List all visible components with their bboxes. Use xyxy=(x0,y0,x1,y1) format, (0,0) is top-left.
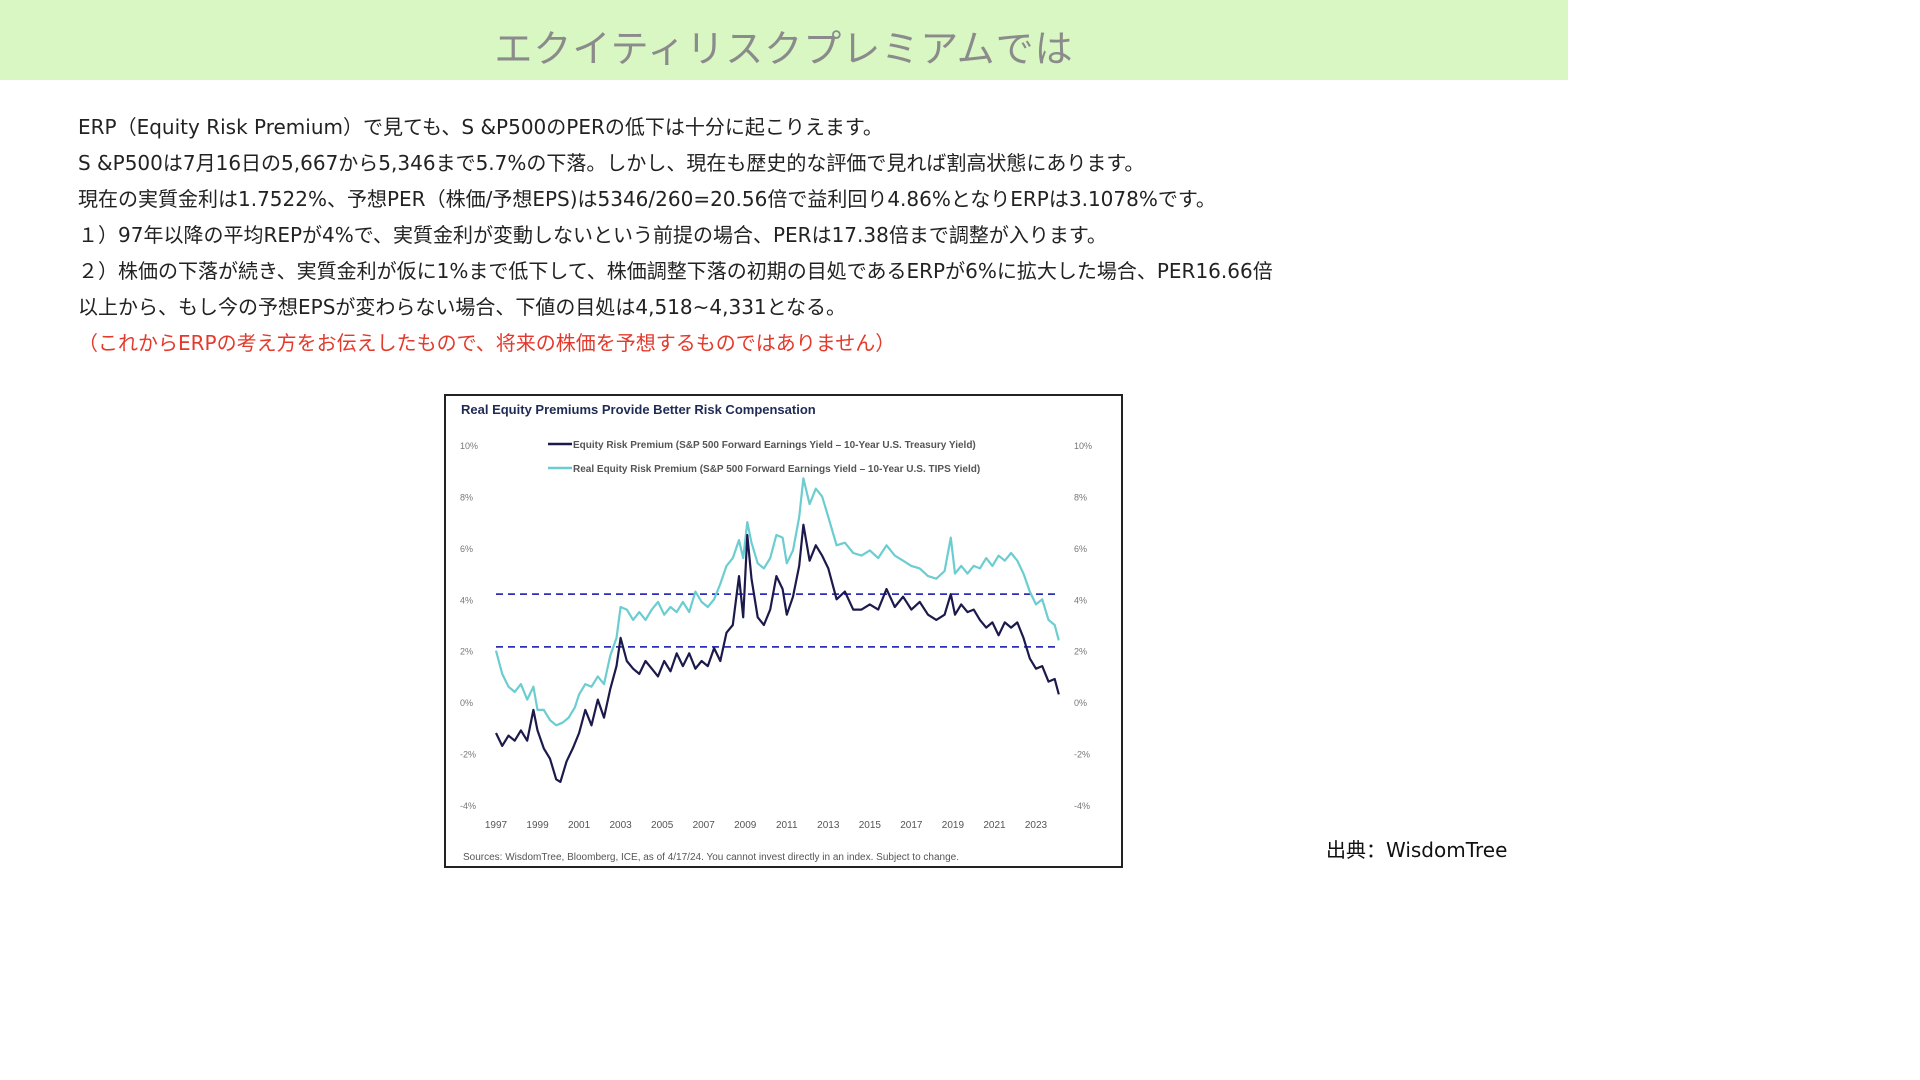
x-tick: 2009 xyxy=(734,820,757,831)
y-tick-right: 6% xyxy=(1074,544,1087,554)
y-tick-left: -4% xyxy=(460,801,476,811)
series-line-erp xyxy=(495,523,1060,783)
source-credit: 出典：WisdomTree xyxy=(1326,838,1508,862)
x-tick: 1997 xyxy=(485,820,508,831)
page-title: エクイティリスクプレミアムでは xyxy=(494,27,1074,71)
y-tick-left: 6% xyxy=(460,544,473,554)
y-tick-left: 4% xyxy=(460,595,473,605)
x-tick: 2021 xyxy=(983,820,1006,831)
legend-label-real-erp: Real Equity Risk Premium (S&P 500 Forwar… xyxy=(573,464,980,475)
y-tick-left: 2% xyxy=(460,647,473,657)
y-tick-right: 2% xyxy=(1074,647,1087,657)
x-tick: 2003 xyxy=(609,820,632,831)
y-tick-right: 0% xyxy=(1074,698,1087,708)
disclaimer-text: （これからERPの考え方をお伝えしたもので、将来の株価を予想するものではありませ… xyxy=(78,331,896,355)
x-tick: 2015 xyxy=(859,820,882,831)
x-tick: 1999 xyxy=(526,820,549,831)
x-tick: 2019 xyxy=(942,820,965,831)
x-tick: 2017 xyxy=(900,820,923,831)
header-banner: エクイティリスクプレミアムでは xyxy=(0,0,1568,80)
chart-panel: Real Equity Premiums Provide Better Risk… xyxy=(444,394,1123,868)
chart-reference-lines xyxy=(496,593,1059,648)
x-tick: 2011 xyxy=(776,820,798,831)
legend-label-erp: Equity Risk Premium (S&P 500 Forward Ear… xyxy=(573,440,976,451)
y-tick-left: 10% xyxy=(460,441,478,451)
x-tick: 2001 xyxy=(568,820,591,831)
body-line-2: S &P500は7月16日の5,667から5,346まで5.7%の下落。しかし、… xyxy=(78,151,1145,175)
body-line-3: 現在の実質金利は1.7522%、予想PER（株価/予想EPS)は5346/260… xyxy=(78,187,1216,211)
body-text: ERP（Equity Risk Premium）で見ても、S &P500のPER… xyxy=(78,112,1548,364)
body-line-6: 以上から、もし今の予想EPSが変わらない場合、下値の目処は4,518~4,331… xyxy=(78,295,847,319)
y-tick-right: 8% xyxy=(1074,492,1087,502)
y-tick-right: -2% xyxy=(1074,750,1090,760)
chart-axes: 10% 10% 8% 8% 6% 6% 4% 4% 2% 2% 0% 0% -2% -2% -4% -4% 19… xyxy=(460,441,1092,831)
chart-legend: Equity Risk Premium (S&P 500 Forward Ear… xyxy=(548,440,980,475)
y-tick-right: 10% xyxy=(1074,441,1092,451)
x-tick: 2005 xyxy=(651,820,674,831)
chart-series xyxy=(494,477,1060,783)
series-line-real-erp xyxy=(494,477,1060,727)
y-tick-left: 8% xyxy=(460,492,473,502)
x-tick: 2007 xyxy=(693,820,716,831)
y-tick-right: 4% xyxy=(1074,595,1087,605)
body-line-1: ERP（Equity Risk Premium）で見ても、S &P500のPER… xyxy=(78,115,883,139)
y-tick-left: 0% xyxy=(460,698,473,708)
x-tick: 2013 xyxy=(817,820,840,831)
chart-title: Real Equity Premiums Provide Better Risk… xyxy=(461,402,816,417)
body-line-5: ２）株価の下落が続き、実質金利が仮に1%まで低下して、株価調整下落の初期の目処で… xyxy=(78,259,1273,283)
y-tick-right: -4% xyxy=(1074,801,1090,811)
chart-source: Sources: WisdomTree, Bloomberg, ICE, as … xyxy=(463,852,959,863)
y-tick-left: -2% xyxy=(460,750,476,760)
x-tick: 2023 xyxy=(1025,820,1048,831)
body-line-4: １）97年以降の平均REPが4%で、実質金利が変動しないという前提の場合、PER… xyxy=(78,223,1107,247)
chart-svg: Real Equity Premiums Provide Better Risk… xyxy=(460,402,1092,863)
